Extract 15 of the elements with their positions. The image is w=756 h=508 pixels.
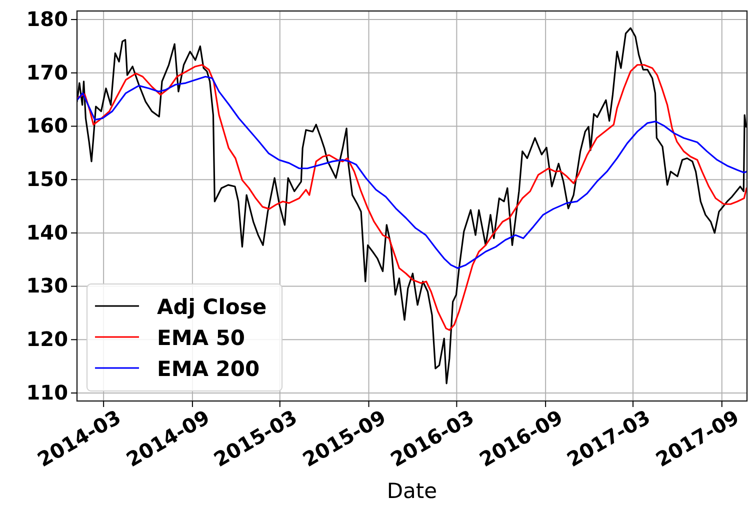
legend-label: Adj Close (157, 295, 267, 319)
y-tick-label: 130 (26, 274, 68, 298)
y-tick-label: 120 (26, 327, 68, 352)
line-series (77, 64, 747, 331)
y-tick-label: 150 (26, 166, 68, 191)
x-axis-title: Date (386, 479, 438, 503)
line-series (77, 27, 747, 384)
y-tick-label: 110 (26, 380, 68, 404)
y-tick-label: 160 (26, 114, 68, 138)
y-tick-label: 180 (26, 6, 68, 31)
line-series (77, 76, 747, 269)
legend-label: EMA 50 (157, 326, 246, 350)
y-tick-label: 170 (26, 60, 68, 84)
legend-label: EMA 200 (157, 357, 260, 381)
y-tick-label: 140 (26, 220, 68, 244)
